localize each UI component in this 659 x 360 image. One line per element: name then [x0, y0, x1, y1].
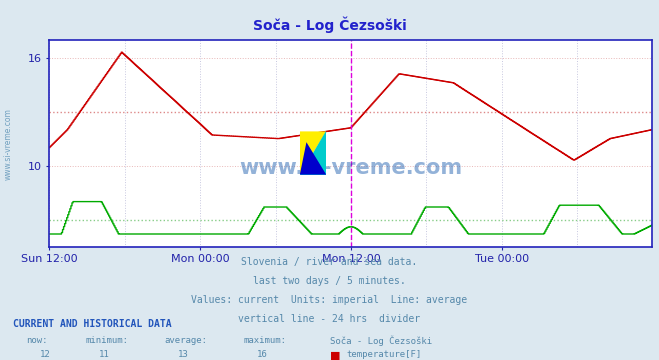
Text: temperature[F]: temperature[F]	[346, 350, 421, 359]
Text: maximum:: maximum:	[244, 336, 287, 345]
Text: 12: 12	[40, 350, 50, 359]
Text: www.si-vreme.com: www.si-vreme.com	[239, 158, 463, 178]
Text: Soča - Log Čezsoški: Soča - Log Čezsoški	[330, 336, 432, 346]
Text: minimum:: minimum:	[86, 336, 129, 345]
Text: 11: 11	[99, 350, 109, 359]
Text: now:: now:	[26, 336, 48, 345]
Text: Soča - Log Čezsoški: Soča - Log Čezsoški	[252, 16, 407, 33]
Polygon shape	[300, 131, 326, 175]
Text: Slovenia / river and sea data.: Slovenia / river and sea data.	[241, 257, 418, 267]
Text: ■: ■	[330, 350, 340, 360]
Polygon shape	[300, 142, 326, 175]
Text: average:: average:	[165, 336, 208, 345]
Polygon shape	[300, 131, 326, 175]
Text: CURRENT AND HISTORICAL DATA: CURRENT AND HISTORICAL DATA	[13, 319, 172, 329]
Text: 13: 13	[178, 350, 188, 359]
Text: last two days / 5 minutes.: last two days / 5 minutes.	[253, 276, 406, 286]
Text: Values: current  Units: imperial  Line: average: Values: current Units: imperial Line: av…	[191, 295, 468, 305]
Text: 16: 16	[257, 350, 268, 359]
Text: www.si-vreme.com: www.si-vreme.com	[4, 108, 13, 180]
Text: vertical line - 24 hrs  divider: vertical line - 24 hrs divider	[239, 314, 420, 324]
